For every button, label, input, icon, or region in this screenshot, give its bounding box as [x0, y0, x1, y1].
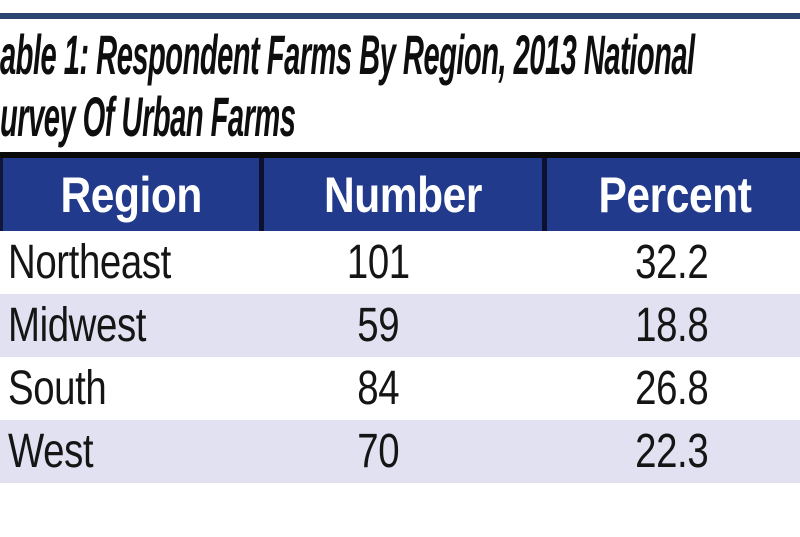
number-cell: 70 — [256, 420, 501, 483]
table-row-west: West 70 22.3 — [0, 420, 800, 483]
region-value: West — [8, 425, 94, 478]
table-row-midwest: Midwest 59 18.8 — [0, 294, 800, 357]
column-header-percent: Percent — [547, 158, 800, 231]
number-value: 84 — [357, 362, 400, 415]
number-cell: 84 — [256, 357, 501, 420]
table-row-northeast: Northeast 101 32.2 — [0, 231, 800, 294]
top-rule — [0, 13, 800, 19]
table-row-south: South 84 26.8 — [0, 357, 800, 420]
number-value: 59 — [357, 299, 400, 352]
number-cell: 101 — [256, 231, 501, 294]
table-title-text-1: able 1: Respondent Farms By Region, 2013… — [0, 23, 695, 86]
region-value: Midwest — [8, 299, 147, 352]
percent-cell: 18.8 — [544, 294, 800, 357]
percent-cell: 22.3 — [544, 420, 800, 483]
column-header-number: Number — [264, 158, 542, 231]
region-cell: Midwest — [0, 294, 256, 357]
percent-cell: 32.2 — [544, 231, 800, 294]
table-title-line-2: urvey Of Urban Farms — [0, 86, 800, 148]
region-cell: South — [0, 357, 256, 420]
header-column-separator-2 — [542, 158, 547, 231]
column-header-percent-label: Percent — [598, 166, 752, 223]
region-cell: West — [0, 420, 256, 483]
number-cell: 59 — [256, 294, 501, 357]
number-value: 101 — [347, 236, 410, 289]
table-body: Northeast 101 32.2 Midwest 59 18.8 South — [0, 231, 800, 483]
table-title-text-2: urvey Of Urban Farms — [0, 85, 296, 148]
percent-value: 18.8 — [635, 299, 709, 352]
column-header-number-label: Number — [323, 166, 483, 223]
percent-value: 32.2 — [635, 236, 709, 289]
table-header-row: Region Number Percent — [0, 158, 800, 231]
header-column-separator-1 — [259, 158, 264, 231]
column-header-region-label: Region — [60, 166, 202, 223]
region-value: South — [8, 362, 107, 415]
percent-cell: 26.8 — [544, 357, 800, 420]
region-value: Northeast — [8, 236, 171, 289]
number-value: 70 — [357, 425, 400, 478]
percent-value: 26.8 — [635, 362, 709, 415]
region-cell: Northeast — [0, 231, 256, 294]
percent-value: 22.3 — [635, 425, 709, 478]
table-title-line-1: able 1: Respondent Farms By Region, 2013… — [0, 24, 800, 86]
column-header-region: Region — [3, 158, 259, 231]
title-divider-rule — [0, 152, 800, 158]
